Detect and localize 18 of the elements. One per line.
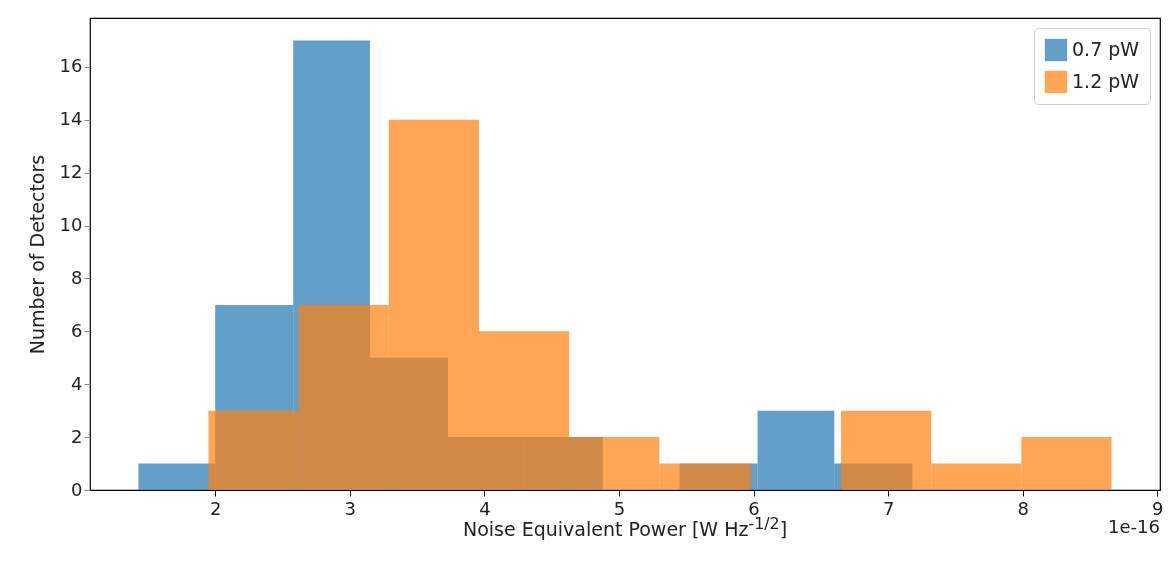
legend-label: 1.2 pW [1072,70,1140,92]
legend-label: 0.7 pW [1072,38,1140,60]
text: 1e-16 [1108,516,1160,537]
y-tick-label: 6 [71,319,83,341]
y-tick-label: 12 [59,161,83,183]
y-tick-label: 10 [59,214,83,236]
y-tick-label: 2 [71,425,83,447]
y-axis-title: Number of Detectors [25,154,48,355]
y-tick-label: 0 [71,478,83,500]
y-tick-label: 4 [71,372,83,394]
y-tick-label: 8 [71,266,83,288]
x-tick-label: 9 [1152,497,1164,519]
x-tick-label: 2 [209,497,222,519]
x-tick-label: 7 [882,497,895,519]
y-tick-label: 16 [59,55,83,77]
x-tick-label: 8 [1017,497,1029,519]
y-tick-label: 14 [59,108,83,130]
x-tick-label: 3 [344,497,356,519]
